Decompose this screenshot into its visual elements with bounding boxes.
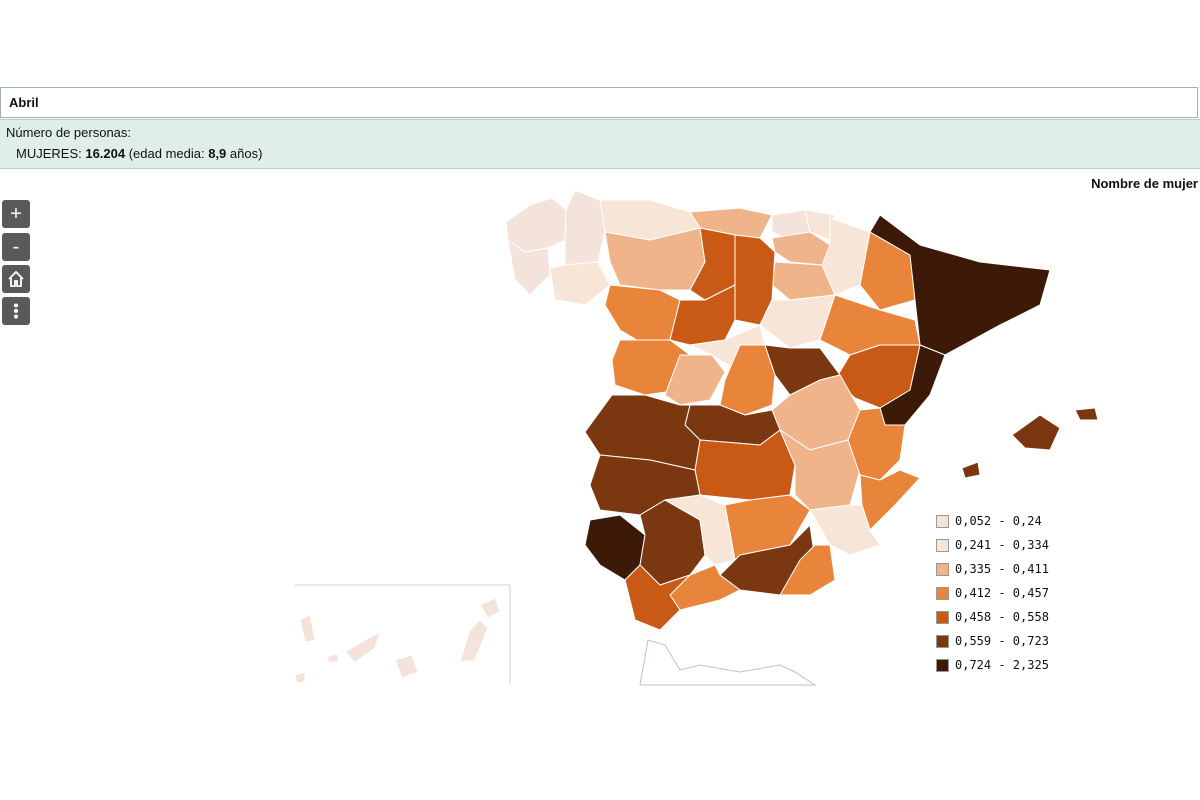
- legend-label: 0,724 - 2,325: [955, 658, 1049, 672]
- legend-label: 0,052 - 0,24: [955, 514, 1042, 528]
- map-legend: 0,052 - 0,24 0,241 - 0,334 0,335 - 0,411 0,…: [936, 509, 1049, 677]
- region-tenerife[interactable]: [344, 631, 381, 663]
- zoom-in-label: +: [10, 203, 22, 225]
- legend-label: 0,412 - 0,457: [955, 586, 1049, 600]
- info-panel: Número de personas: MUJERES: 16.204 (eda…: [0, 119, 1200, 169]
- region-la-gomera[interactable]: [327, 653, 339, 663]
- legend-label: 0,559 - 0,723: [955, 634, 1049, 648]
- region-menorca[interactable]: [1074, 407, 1099, 421]
- legend-label: 0,458 - 0,558: [955, 610, 1049, 624]
- legend-label: 0,241 - 0,334: [955, 538, 1049, 552]
- legend-swatch: [936, 562, 949, 576]
- region-caceres[interactable]: [584, 394, 701, 471]
- legend-item: 0,458 - 0,558: [936, 605, 1049, 629]
- region-cadiz[interactable]: [624, 564, 691, 631]
- legend-item: 0,559 - 0,723: [936, 629, 1049, 653]
- north-africa-outline: [639, 639, 817, 686]
- women-count: 16.204: [85, 146, 126, 161]
- legend-item: 0,412 - 0,457: [936, 581, 1049, 605]
- region-zamora[interactable]: [604, 284, 681, 343]
- name-bar: Abril: [0, 87, 1198, 118]
- map-title: Nombre de mujer: [1091, 176, 1198, 191]
- legend-swatch: [936, 514, 949, 528]
- region-ibiza[interactable]: [961, 461, 981, 479]
- home-icon: [8, 270, 24, 287]
- region-alicante[interactable]: [859, 469, 921, 531]
- legend-item: 0,241 - 0,334: [936, 533, 1049, 557]
- region-lanzarote[interactable]: [479, 597, 501, 619]
- region-cordoba[interactable]: [664, 494, 736, 566]
- canarias-inset-frame: [295, 584, 511, 685]
- age-suffix: años): [226, 146, 263, 161]
- selected-name: Abril: [9, 95, 39, 110]
- spain-map[interactable]: [0, 170, 1200, 700]
- age-value: 8,9: [208, 146, 227, 161]
- legend-swatch: [936, 634, 949, 648]
- zoom-out-label: -: [12, 236, 20, 258]
- legend-item: 0,052 - 0,24: [936, 509, 1049, 533]
- region-ourense[interactable]: [549, 261, 611, 306]
- region-el-hierro[interactable]: [294, 671, 306, 684]
- legend-label: 0,335 - 0,411: [955, 562, 1049, 576]
- women-label: MUJERES:: [16, 146, 86, 161]
- region-valladolid[interactable]: [669, 284, 736, 346]
- info-title: Número de personas:: [6, 125, 132, 140]
- legend-swatch: [936, 658, 949, 672]
- more-vertical-icon: [14, 303, 18, 319]
- region-lugo[interactable]: [564, 189, 606, 266]
- region-cataluna[interactable]: [869, 214, 1051, 356]
- legend-swatch: [936, 538, 949, 552]
- home-button[interactable]: [2, 265, 30, 293]
- legend-swatch: [936, 586, 949, 600]
- zoom-out-button[interactable]: -: [2, 233, 30, 261]
- region-fuerteventura[interactable]: [459, 619, 489, 663]
- region-gran-canaria[interactable]: [394, 654, 419, 679]
- legend-item: 0,724 - 2,325: [936, 653, 1049, 677]
- region-a-coruna[interactable]: [505, 197, 567, 253]
- age-prefix: (edad media:: [125, 146, 209, 161]
- menu-button[interactable]: [2, 297, 30, 325]
- legend-item: 0,335 - 0,411: [936, 557, 1049, 581]
- legend-swatch: [936, 610, 949, 624]
- region-la-palma[interactable]: [299, 614, 316, 643]
- region-murcia[interactable]: [809, 504, 881, 556]
- region-almeria[interactable]: [779, 544, 836, 596]
- region-mallorca[interactable]: [1011, 414, 1061, 451]
- zoom-in-button[interactable]: +: [2, 200, 30, 228]
- region-pontevedra[interactable]: [507, 239, 551, 296]
- info-women-line: MUJERES: 16.204 (edad media: 8,9 años): [16, 146, 262, 161]
